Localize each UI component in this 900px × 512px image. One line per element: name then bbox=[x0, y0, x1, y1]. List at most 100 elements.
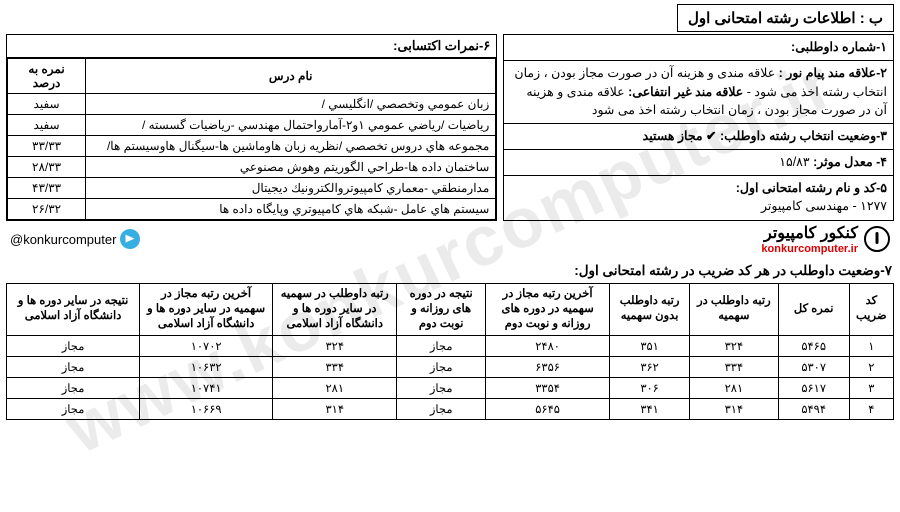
cell-c1: ۲ bbox=[849, 356, 893, 377]
cell-c3: ۲۸۱ bbox=[690, 377, 779, 398]
cell-c3: ۳۲۴ bbox=[690, 335, 779, 356]
label: ۵-کد و نام رشته امتحانی اول: bbox=[736, 181, 887, 195]
percent-cell: سفید bbox=[8, 115, 86, 136]
brand-row: کنکور کامپیوتر konkurcomputer.ir @konkur… bbox=[0, 221, 900, 259]
cell-c1: ۱ bbox=[849, 335, 893, 356]
label-pnu: ۲-علاقه مند پیام نور : bbox=[779, 66, 887, 80]
label: ۳-وضعیت انتخاب رشته داوطلب: bbox=[720, 129, 887, 143]
scores-table: نام درس نمره به درصد زبان عمومي وتخصصي /… bbox=[7, 58, 496, 220]
cell-c6: مجاز bbox=[397, 377, 486, 398]
cell-c8: ۱۰۷۴۱ bbox=[140, 377, 273, 398]
cell-c4: ۳۰۶ bbox=[610, 377, 690, 398]
cell-c6: مجاز bbox=[397, 356, 486, 377]
h-c3: رتبه داوطلب در سهمیه bbox=[690, 284, 779, 336]
table-row: ساختمان داده ها-طراحي الگوريتم وهوش مصنو… bbox=[8, 157, 496, 178]
cell-c7: ۲۸۱ bbox=[273, 377, 397, 398]
top-row: ۱-شماره داوطلبی: ۲-علاقه مند پیام نور : … bbox=[0, 34, 900, 221]
telegram-icon bbox=[120, 229, 140, 249]
cell-c5: ۵۶۴۵ bbox=[486, 398, 610, 419]
percent-cell: ۲۶/۳۲ bbox=[8, 199, 86, 220]
col-course: نام درس bbox=[86, 59, 496, 94]
applicant-info-box: ۱-شماره داوطلبی: ۲-علاقه مند پیام نور : … bbox=[503, 34, 894, 221]
cell-c6: مجاز bbox=[397, 398, 486, 419]
course-cell: سيستم هاي عامل -شبكه هاي كامپيوتري وپايگ… bbox=[86, 199, 496, 220]
percent-cell: سفید bbox=[8, 94, 86, 115]
info-gpa: ۴- معدل موثر: ۱۵/۸۳ bbox=[504, 150, 893, 176]
table-row: رياضيات /رياضي عمومي ۱و۲-آمارواحتمال مهن… bbox=[8, 115, 496, 136]
cell-c7: ۳۳۴ bbox=[273, 356, 397, 377]
gpa-value: ۱۵/۸۳ bbox=[779, 155, 813, 169]
label: ۴- معدل موثر: bbox=[813, 155, 887, 169]
scores-box: ۶-نمرات اکتسابی: نام درس نمره به درصد زب… bbox=[6, 34, 497, 221]
cell-c9: مجاز bbox=[7, 335, 140, 356]
percent-cell: ۳۳/۳۳ bbox=[8, 136, 86, 157]
table-row: زبان عمومي وتخصصي /انگليسي /سفید bbox=[8, 94, 496, 115]
brand-left: @konkurcomputer bbox=[10, 229, 140, 249]
telegram-handle: @konkurcomputer bbox=[10, 232, 116, 247]
cell-c1: ۴ bbox=[849, 398, 893, 419]
h-c4: رتبه داوطلب بدون سهمیه bbox=[610, 284, 690, 336]
cell-c4: ۳۴۱ bbox=[610, 398, 690, 419]
course-cell: مدارمنطقي -معماري كامپيوتروالكترونيك ديج… bbox=[86, 178, 496, 199]
table-row: ۱۵۴۶۵۳۲۴۳۵۱۲۴۸۰مجاز۳۲۴۱۰۷۰۲مجاز bbox=[7, 335, 894, 356]
cell-c1: ۳ bbox=[849, 377, 893, 398]
label: ۱-شماره داوطلبی: bbox=[791, 40, 887, 54]
cell-c4: ۳۵۱ bbox=[610, 335, 690, 356]
course-cell: رياضيات /رياضي عمومي ۱و۲-آمارواحتمال مهن… bbox=[86, 115, 496, 136]
brand-right: کنکور کامپیوتر konkurcomputer.ir bbox=[761, 223, 890, 255]
cell-c3: ۳۳۴ bbox=[690, 356, 779, 377]
cell-c5: ۲۴۸۰ bbox=[486, 335, 610, 356]
cell-c8: ۱۰۶۶۹ bbox=[140, 398, 273, 419]
info-interest: ۲-علاقه مند پیام نور : علاقه مندی و هزین… bbox=[504, 61, 893, 124]
cell-c5: ۶۳۵۶ bbox=[486, 356, 610, 377]
info-eligibility: ۳-وضعیت انتخاب رشته داوطلب: ✔ مجاز هستید bbox=[504, 124, 893, 150]
h-c7: رتبه داوطلب در سهمیه در سایر دوره ها و د… bbox=[273, 284, 397, 336]
h-c5: آخرین رتبه مجاز در سهمیه در دوره های روز… bbox=[486, 284, 610, 336]
cell-c2: ۵۴۹۴ bbox=[778, 398, 849, 419]
major-value: ۱۲۷۷ - مهندسی کامپیوتر bbox=[761, 199, 887, 213]
info-applicant-number: ۱-شماره داوطلبی: bbox=[504, 35, 893, 61]
section7-title: ۷-وضعیت داوطلب در هر کد ضریب در رشته امت… bbox=[6, 259, 894, 283]
cell-c5: ۳۳۵۴ bbox=[486, 377, 610, 398]
table-row: سيستم هاي عامل -شبكه هاي كامپيوتري وپايگ… bbox=[8, 199, 496, 220]
cell-c3: ۳۱۴ bbox=[690, 398, 779, 419]
brand-logo-icon bbox=[864, 226, 890, 252]
percent-cell: ۲۸/۳۳ bbox=[8, 157, 86, 178]
cell-c7: ۳۲۴ bbox=[273, 335, 397, 356]
table-row: ۲۵۳۰۷۳۳۴۳۶۲۶۳۵۶مجاز۳۳۴۱۰۶۳۲مجاز bbox=[7, 356, 894, 377]
info-major: ۵-کد و نام رشته امتحانی اول: ۱۲۷۷ - مهند… bbox=[504, 176, 893, 220]
section-header: ب : اطلاعات رشته امتحانی اول bbox=[677, 4, 894, 32]
table-row: مجموعه هاي دروس تخصصي /نظريه زبان هاوماش… bbox=[8, 136, 496, 157]
section7: ۷-وضعیت داوطلب در هر کد ضریب در رشته امت… bbox=[0, 259, 900, 424]
eligibility-value: ✔ مجاز هستید bbox=[643, 129, 720, 143]
cell-c2: ۵۴۶۵ bbox=[778, 335, 849, 356]
table-row: ۳۵۶۱۷۲۸۱۳۰۶۳۳۵۴مجاز۲۸۱۱۰۷۴۱مجاز bbox=[7, 377, 894, 398]
cell-c2: ۵۶۱۷ bbox=[778, 377, 849, 398]
h-c9: نتیجه در سایر دوره ها و دانشگاه آزاد اسل… bbox=[7, 284, 140, 336]
brand-name: کنکور کامپیوتر bbox=[761, 223, 858, 243]
h-c8: آخرین رتبه مجاز در سهمیه در سایر دوره ها… bbox=[140, 284, 273, 336]
h-c1: کد ضریب bbox=[849, 284, 893, 336]
cell-c9: مجاز bbox=[7, 377, 140, 398]
cell-c7: ۳۱۴ bbox=[273, 398, 397, 419]
ranks-table: کد ضریب نمره کل رتبه داوطلب در سهمیه رتب… bbox=[6, 283, 894, 420]
cell-c4: ۳۶۲ bbox=[610, 356, 690, 377]
cell-c9: مجاز bbox=[7, 398, 140, 419]
cell-c2: ۵۳۰۷ bbox=[778, 356, 849, 377]
percent-cell: ۴۳/۳۳ bbox=[8, 178, 86, 199]
brand-site: konkurcomputer.ir bbox=[761, 243, 858, 255]
course-cell: مجموعه هاي دروس تخصصي /نظريه زبان هاوماش… bbox=[86, 136, 496, 157]
scores-title: ۶-نمرات اکتسابی: bbox=[7, 35, 496, 58]
cell-c6: مجاز bbox=[397, 335, 486, 356]
label-nonprofit: علاقه مند غیر انتفاعی: bbox=[628, 85, 743, 99]
course-cell: زبان عمومي وتخصصي /انگليسي / bbox=[86, 94, 496, 115]
h-c6: نتیجه در دوره های روزانه و نوبت دوم bbox=[397, 284, 486, 336]
col-percent: نمره به درصد bbox=[8, 59, 86, 94]
cell-c9: مجاز bbox=[7, 356, 140, 377]
h-c2: نمره کل bbox=[778, 284, 849, 336]
course-cell: ساختمان داده ها-طراحي الگوريتم وهوش مصنو… bbox=[86, 157, 496, 178]
cell-c8: ۱۰۷۰۲ bbox=[140, 335, 273, 356]
cell-c8: ۱۰۶۳۲ bbox=[140, 356, 273, 377]
table-row: مدارمنطقي -معماري كامپيوتروالكترونيك ديج… bbox=[8, 178, 496, 199]
table-row: ۴۵۴۹۴۳۱۴۳۴۱۵۶۴۵مجاز۳۱۴۱۰۶۶۹مجاز bbox=[7, 398, 894, 419]
